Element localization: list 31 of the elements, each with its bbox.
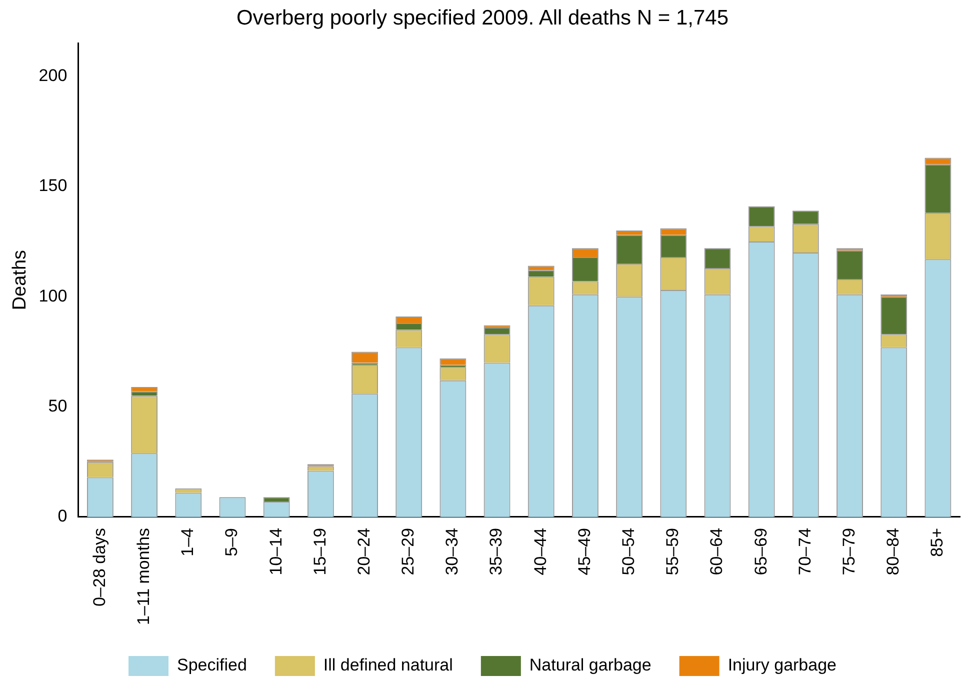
x-tick-label: 65–69 — [751, 528, 770, 576]
x-tick-label: 40–44 — [530, 528, 550, 576]
x-tick-label: 75–79 — [839, 528, 858, 576]
x-tick-label: 60–64 — [707, 528, 726, 576]
x-tick-label: 5–9 — [222, 528, 242, 556]
x-tick-label: 20–24 — [354, 528, 374, 576]
x-tick-label: 0–28 days — [90, 528, 109, 606]
y-tick-label: 50 — [48, 396, 68, 416]
x-tick-label: 55–59 — [663, 528, 682, 576]
legend-label: Injury garbage — [728, 656, 837, 675]
y-tick-label: 150 — [38, 176, 68, 196]
x-tick-label: 35–39 — [486, 528, 506, 576]
y-axis-title: Deaths — [10, 250, 31, 310]
y-tick-label: 100 — [38, 286, 68, 306]
x-tick-label: 1–4 — [178, 528, 198, 556]
x-tick-label: 30–34 — [442, 528, 462, 576]
x-tick-label: 80–84 — [884, 528, 903, 576]
x-tick-label: 85+ — [928, 528, 947, 557]
x-tick-label: 15–19 — [310, 528, 330, 576]
y-tick-label: 0 — [58, 506, 68, 526]
x-tick-label: 50–54 — [619, 528, 638, 576]
legend-label: Specified — [176, 656, 247, 675]
x-tick-label: 10–14 — [266, 528, 286, 576]
y-tick-label: 200 — [38, 66, 68, 85]
x-tick-label: 70–74 — [795, 528, 814, 576]
x-tick-label: 1–11 months — [134, 528, 153, 626]
legend-label: Natural garbage — [529, 656, 652, 675]
legend-label: Ill defined natural — [323, 656, 453, 675]
chart-title: Overberg poorly specified 2009. All deaths N = 1,745 — [236, 6, 729, 30]
x-tick-label: 25–29 — [398, 528, 418, 576]
x-tick-label: 45–49 — [574, 528, 594, 576]
